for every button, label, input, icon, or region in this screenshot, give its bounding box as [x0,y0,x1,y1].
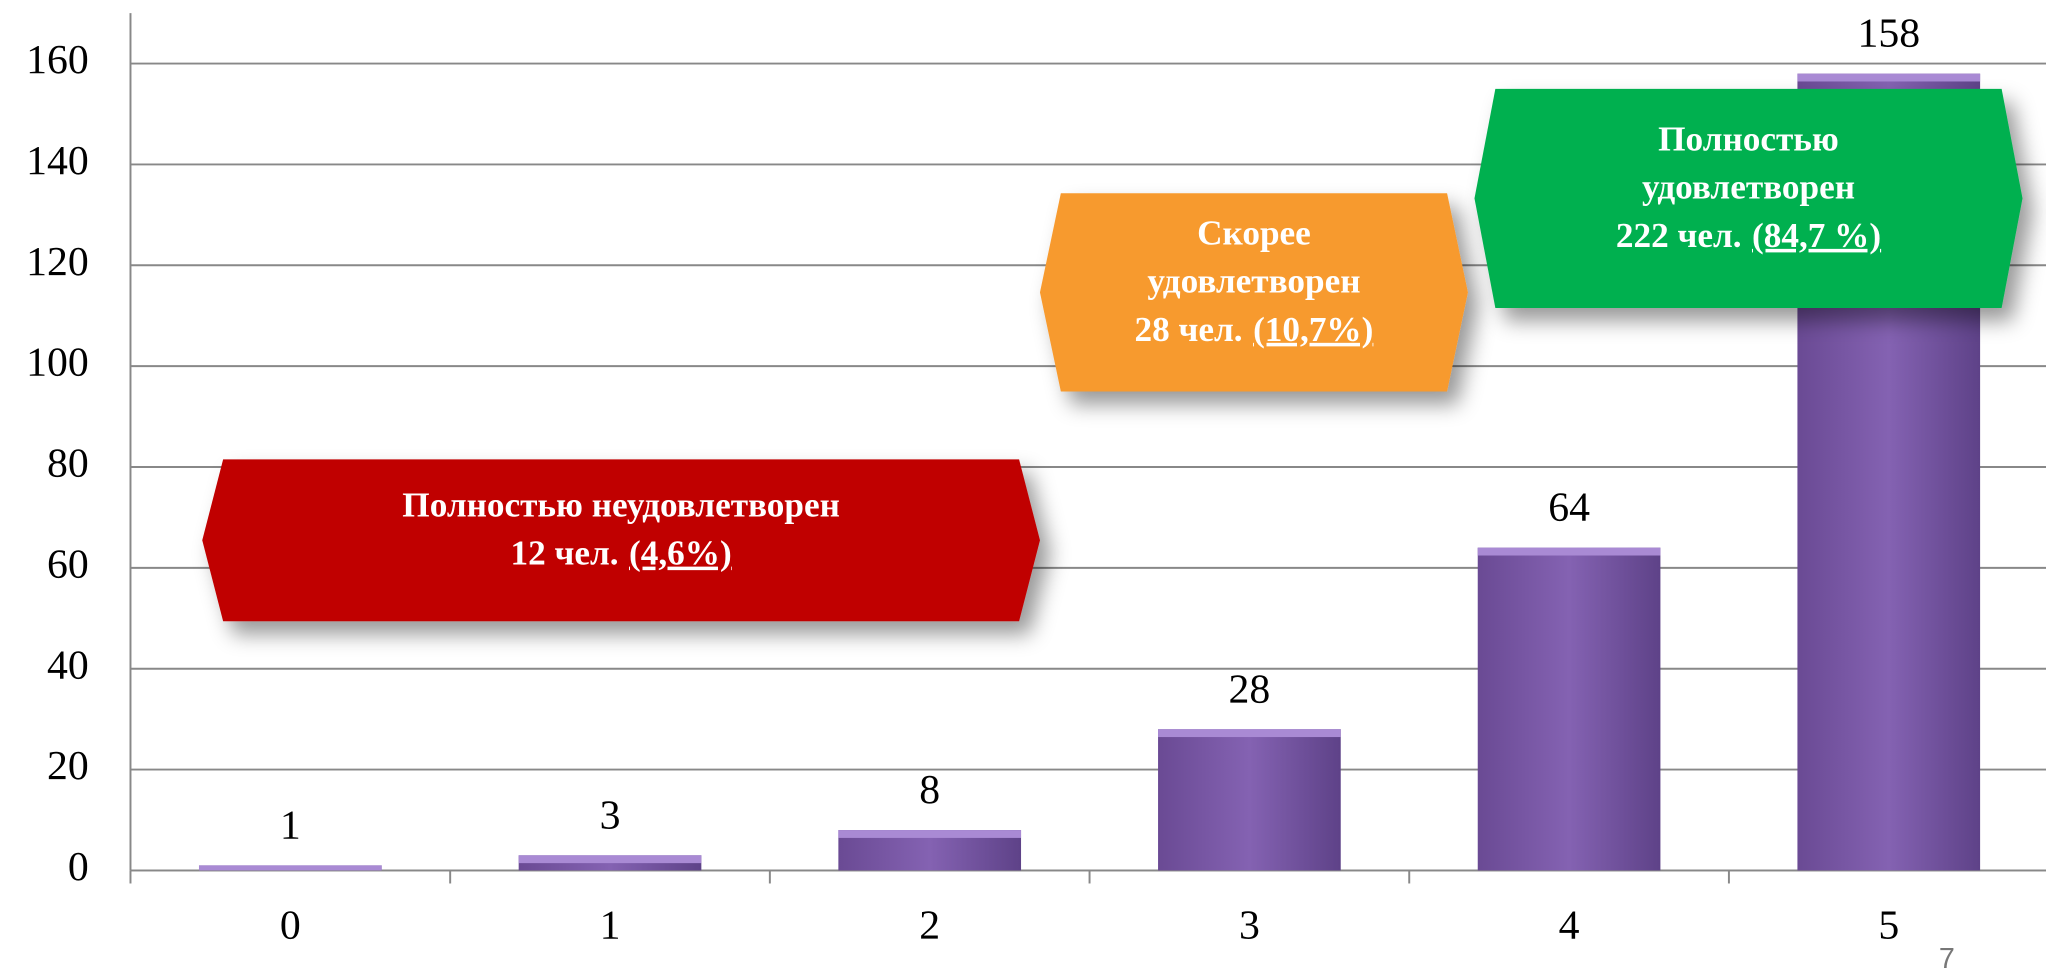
callout-text: Скорее [1197,213,1311,252]
callout-text: 222 чел. (84,7 %) [1616,216,1881,255]
callout [1474,88,2023,309]
x-tick-label: 0 [280,903,301,949]
bar-highlight [518,855,702,864]
callout-text: 28 чел. (10,7%) [1135,310,1374,349]
callout-percent: (4,6%) [629,534,732,573]
y-tick-label: 160 [26,37,89,83]
value-label: 1 [280,802,301,848]
callout-count: 12 чел. [510,534,618,573]
x-tick-label: 2 [919,903,940,949]
value-label: 8 [919,767,940,813]
y-tick-label: 40 [47,642,89,688]
callout-text: удовлетворен [1642,168,1855,207]
y-tick-label: 60 [47,541,89,587]
callout-text: Полностью [1658,119,1839,158]
callout-percent: (84,7 %) [1752,216,1881,255]
callout-text: 12 чел. (4,6%) [510,534,731,573]
bar-highlight [838,830,1022,838]
callout [202,459,1040,622]
bar [1158,729,1341,871]
callout-count: 222 чел. [1616,216,1742,255]
page-number: 7 [1939,943,1955,971]
value-label: 28 [1229,666,1271,712]
y-tick-label: 0 [68,844,89,890]
bar-highlight [198,865,382,871]
bar [1477,547,1661,871]
y-tick-label: 140 [26,138,89,184]
bar-highlight [1797,73,1981,82]
x-tick-label: 3 [1239,903,1260,949]
y-tick-label: 120 [26,239,89,285]
callout-text: Полностью неудовлетворен [402,485,840,524]
callout-count: 28 чел. [1135,310,1243,349]
bar-highlight [1477,547,1661,556]
x-tick-label: 5 [1878,903,1899,949]
callout-text: удовлетворен [1147,262,1360,301]
callout [1039,193,1468,392]
x-tick-label: 1 [600,903,621,949]
value-label: 64 [1548,485,1590,531]
y-tick-label: 80 [47,441,89,487]
callout-percent: (10,7%) [1253,310,1373,349]
bar-highlight [1158,729,1341,738]
x-tick-label: 4 [1559,903,1580,949]
value-label: 3 [600,792,621,838]
y-tick-label: 100 [26,340,89,386]
y-tick-label: 20 [47,743,89,789]
value-label: 158 [1857,11,1920,57]
